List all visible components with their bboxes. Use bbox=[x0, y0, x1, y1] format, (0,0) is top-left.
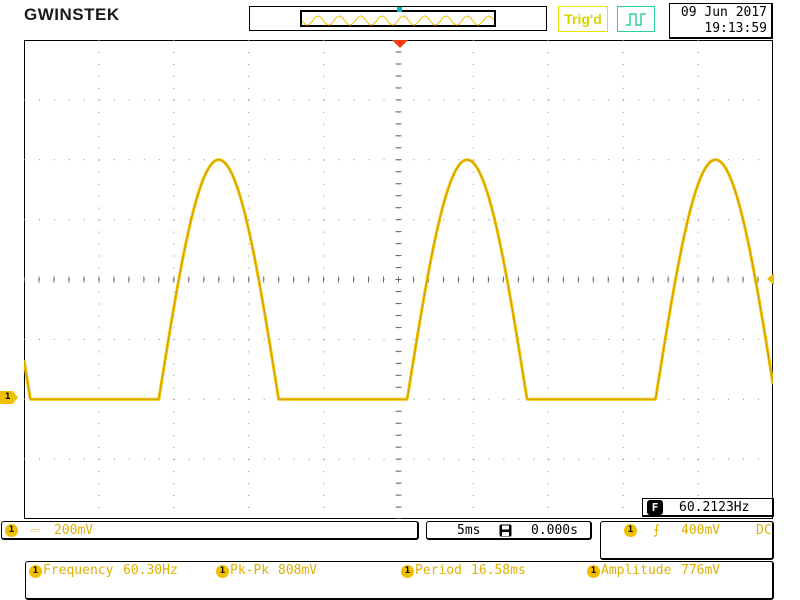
trigger-source-badge: 1 bbox=[624, 524, 637, 537]
acquire-mode-indicator bbox=[617, 6, 655, 32]
measurement-3-label: Period bbox=[415, 563, 462, 578]
channel-1-marker-label: 1 bbox=[5, 392, 11, 402]
measurement-2-badge: 1 bbox=[216, 565, 229, 578]
measurement-3-value: 16.58ms bbox=[471, 563, 526, 578]
channel-1-trace-edge bbox=[24, 159, 773, 400]
dc-coupling-icon: ⎓ bbox=[30, 523, 41, 538]
date-time-display: 09 Jun 2017 19:13:59 bbox=[669, 3, 773, 39]
overview-window[interactable] bbox=[300, 10, 496, 27]
memory-overview-bar[interactable] bbox=[249, 6, 547, 31]
trigger-position-marker[interactable] bbox=[392, 40, 408, 48]
channel-1-ground-marker[interactable]: 1 bbox=[0, 391, 18, 404]
timebase-scale: 5ms bbox=[457, 523, 481, 538]
trigger-level-marker[interactable] bbox=[767, 273, 774, 285]
brand-logo: GWINSTEK bbox=[24, 5, 120, 24]
measurement-panel[interactable]: 1 Frequency 60.30Hz 1 Pk-Pk 808mV 1 Peri… bbox=[25, 561, 774, 600]
measurement-1-label: Frequency bbox=[43, 563, 114, 578]
trigger-coupling: DC bbox=[756, 523, 772, 538]
timebase-position: 0.000s bbox=[531, 523, 578, 538]
measurement-2-value: 808mV bbox=[278, 563, 318, 578]
measurement-3-badge: 1 bbox=[401, 565, 414, 578]
date-text: 09 Jun 2017 bbox=[680, 5, 767, 20]
trigger-settings[interactable]: 1 ⨍ 400mV DC bbox=[600, 521, 774, 560]
counter-icon: F bbox=[647, 499, 663, 515]
measurement-2-label: Pk-Pk bbox=[230, 563, 270, 578]
trigger-status-badge: Trig'd bbox=[558, 6, 608, 32]
pulse-waveform-icon bbox=[626, 13, 646, 26]
channel-1-scale: 200mV bbox=[54, 523, 94, 538]
frequency-counter: F 60.2123Hz bbox=[642, 498, 774, 517]
overview-waveform bbox=[301, 15, 495, 26]
channel-1-settings[interactable]: 1 ⎓ 200mV bbox=[1, 521, 419, 540]
counter-value: 60.2123Hz bbox=[679, 499, 750, 515]
overview-trigger-marker bbox=[397, 7, 402, 12]
measurement-4-label: Amplitude bbox=[601, 563, 672, 578]
measurement-4-badge: 1 bbox=[587, 565, 600, 578]
timebase-settings[interactable]: 5ms 0.000s bbox=[426, 521, 592, 540]
measurement-1-badge: 1 bbox=[29, 565, 42, 578]
time-text: 19:13:59 bbox=[704, 21, 767, 36]
measurement-4-value: 776mV bbox=[681, 563, 721, 578]
rising-edge-icon: ⨍ bbox=[653, 523, 660, 538]
floppy-disk-icon bbox=[499, 524, 512, 541]
measurement-1-value: 60.30Hz bbox=[123, 563, 178, 578]
graticule bbox=[24, 40, 773, 519]
trigger-level: 400mV bbox=[681, 523, 721, 538]
channel-1-badge: 1 bbox=[5, 524, 18, 537]
waveform-display[interactable] bbox=[24, 40, 773, 519]
